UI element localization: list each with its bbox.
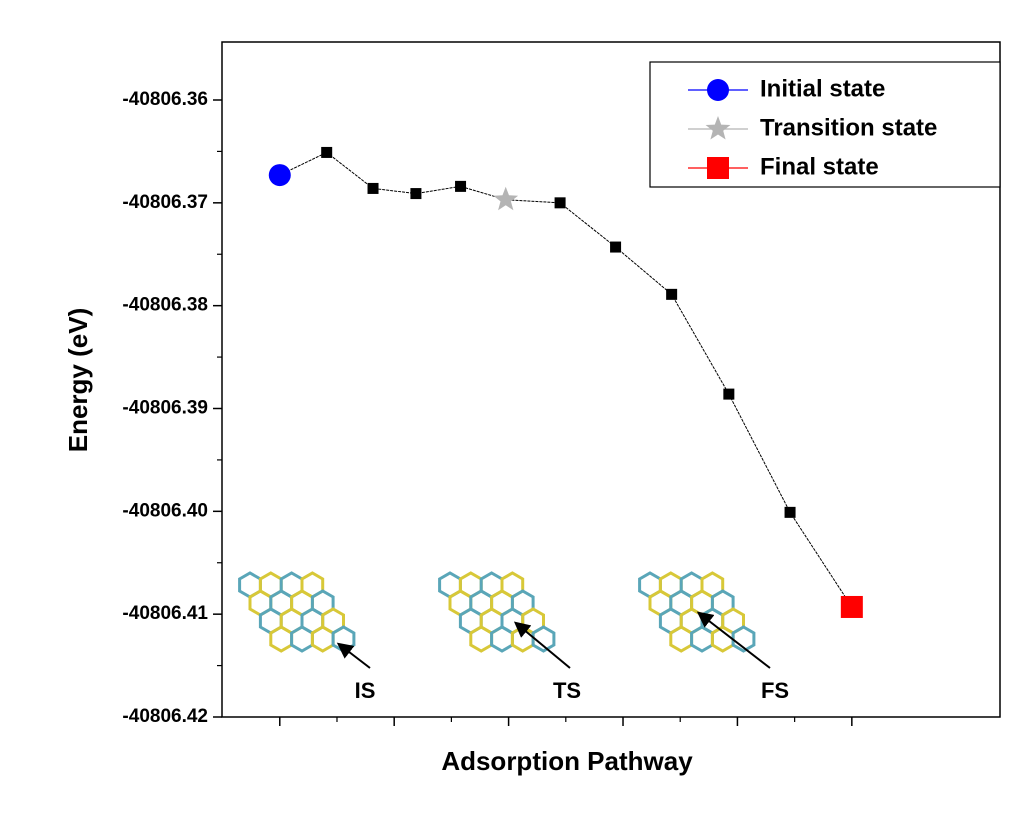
- hexagon: [671, 627, 692, 651]
- legend-label: Final state: [760, 153, 879, 180]
- marker: [321, 147, 332, 158]
- marker: [455, 181, 466, 192]
- x-axis-label: Adsorption Pathway: [441, 746, 693, 776]
- hexagon: [692, 627, 713, 651]
- annotation: FS: [761, 678, 789, 703]
- y-tick-label: -40806.36: [122, 89, 208, 110]
- marker: [707, 157, 729, 179]
- legend-label: Initial state: [760, 75, 885, 102]
- marker: [841, 596, 863, 618]
- marker: [723, 389, 734, 400]
- hexagon: [292, 627, 313, 651]
- y-axis-label: Energy (eV): [63, 308, 93, 453]
- marker: [707, 79, 729, 101]
- annotation: TS: [553, 678, 581, 703]
- hexagon: [512, 627, 533, 651]
- marker: [410, 188, 421, 199]
- page: Adsorption Pathway Energy (eV) -40806.36…: [0, 0, 1024, 832]
- annotation: IS: [355, 678, 376, 703]
- y-tick-label: -40806.37: [122, 192, 208, 213]
- marker: [269, 164, 291, 186]
- marker: [610, 242, 621, 253]
- marker: [368, 183, 379, 194]
- arrow: [340, 645, 370, 668]
- hexagon: [471, 627, 492, 651]
- arrow: [517, 624, 570, 668]
- y-tick-label: -40806.40: [122, 500, 208, 521]
- arrow: [700, 614, 770, 668]
- hexagon: [312, 627, 333, 651]
- marker: [785, 507, 796, 518]
- legend-label: Transition state: [760, 114, 937, 141]
- y-tick-label: -40806.38: [122, 295, 208, 316]
- marker: [555, 197, 566, 208]
- marker: [493, 187, 518, 211]
- structure-inset: [240, 573, 354, 651]
- hexagon: [271, 627, 292, 651]
- marker: [666, 289, 677, 300]
- y-tick-label: -40806.41: [122, 603, 208, 624]
- chart: Adsorption Pathway Energy (eV) -40806.36…: [0, 0, 1024, 832]
- hexagon: [492, 627, 513, 651]
- structure-inset: [640, 573, 754, 651]
- y-tick-label: -40806.39: [122, 398, 208, 419]
- pathway-line: [280, 152, 852, 607]
- y-tick-label: -40806.42: [122, 706, 208, 727]
